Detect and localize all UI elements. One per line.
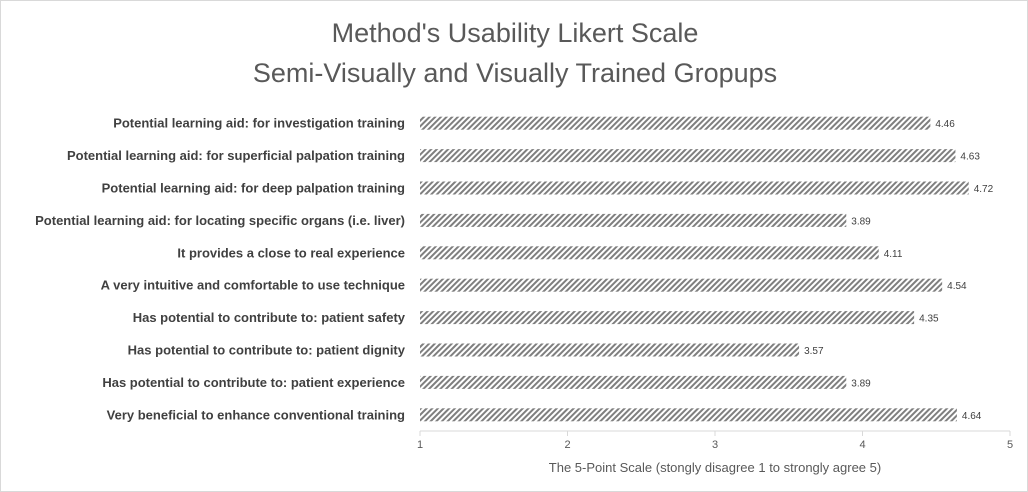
category-label: Potential learning aid: for locating spe… <box>35 213 405 228</box>
data-label: 4.46 <box>935 119 955 130</box>
x-axis-title: The 5-Point Scale (stongly disagree 1 to… <box>549 460 881 475</box>
category-label: A very intuitive and comfortable to use … <box>101 278 405 293</box>
data-label: 4.54 <box>947 281 967 292</box>
data-label: 3.89 <box>851 378 871 389</box>
bar <box>420 311 915 325</box>
category-label: Potential learning aid: for investigatio… <box>113 116 405 131</box>
data-label: 3.57 <box>804 346 824 357</box>
x-tick-label: 3 <box>712 439 718 451</box>
x-tick-label: 1 <box>417 439 423 451</box>
x-tick-label: 5 <box>1007 439 1013 451</box>
bar <box>420 181 969 195</box>
data-label: 4.72 <box>974 184 994 195</box>
data-label: 4.11 <box>884 249 903 260</box>
category-label: Potential learning aid: for superficial … <box>67 148 405 163</box>
category-label: Potential learning aid: for deep palpati… <box>102 181 405 196</box>
category-label: Has potential to contribute to: patient … <box>133 310 406 325</box>
category-label: It provides a close to real experience <box>177 245 405 260</box>
bar <box>420 246 879 260</box>
bar <box>420 116 931 130</box>
bar <box>420 343 800 357</box>
category-label: Very beneficial to enhance conventional … <box>107 407 405 422</box>
category-label: Has potential to contribute to: patient … <box>102 375 405 390</box>
bar <box>420 375 847 389</box>
bar <box>420 408 957 422</box>
bar <box>420 149 956 163</box>
bar <box>420 213 847 227</box>
data-label: 4.35 <box>919 314 939 325</box>
data-label: 3.89 <box>851 216 871 227</box>
x-tick-label: 2 <box>564 439 570 451</box>
data-label: 4.64 <box>962 411 982 422</box>
data-label: 4.63 <box>960 152 980 163</box>
category-label: Has potential to contribute to: patient … <box>128 343 406 358</box>
chart-title-line-2: Semi-Visually and Visually Trained Gropu… <box>253 58 777 88</box>
plot-area: 1 2 3 4 5 Potential learning aid: for investi… <box>35 116 1013 451</box>
chart-title-line-1: Method's Usability Likert Scale <box>332 18 699 48</box>
bar <box>420 278 943 292</box>
x-tick-label: 4 <box>859 439 865 451</box>
